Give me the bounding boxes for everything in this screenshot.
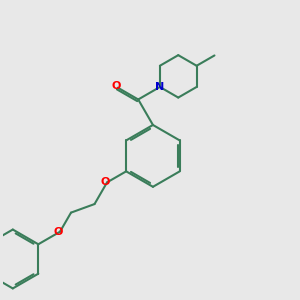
Text: O: O (101, 177, 110, 188)
Text: O: O (112, 81, 121, 91)
Text: N: N (155, 82, 164, 92)
Text: O: O (54, 227, 63, 237)
